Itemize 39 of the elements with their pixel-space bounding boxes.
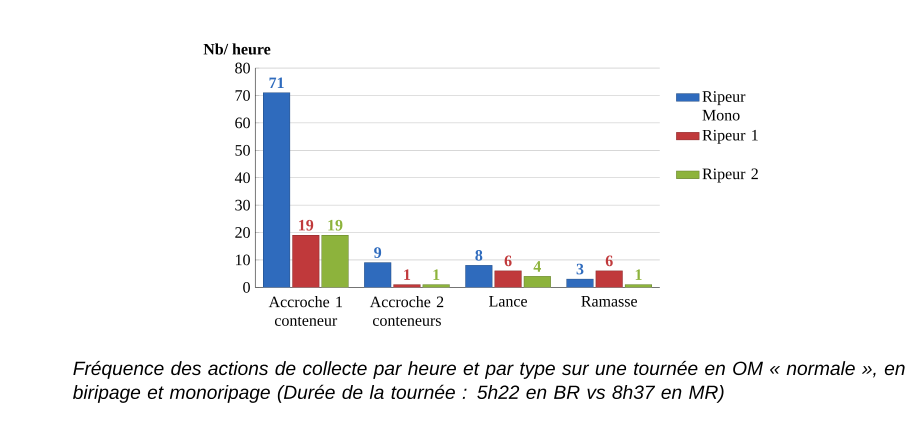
legend-label: Ripeur 2 xyxy=(702,168,758,182)
x-tick-label: Ramasse xyxy=(581,296,638,306)
bar xyxy=(465,265,492,288)
y-tick-label: 0 xyxy=(243,282,250,293)
y-tick-label: 50 xyxy=(236,144,250,156)
bar xyxy=(566,278,594,288)
x-tick-label: Accroche 1 conteneur xyxy=(268,296,342,326)
y-tick-label: 60 xyxy=(235,117,250,128)
bar xyxy=(524,276,551,288)
data-label: 71 xyxy=(270,77,284,88)
x-tick-label: Accroche 2 conteneurs xyxy=(370,296,444,326)
data-label: 9 xyxy=(374,247,382,258)
data-label: 1 xyxy=(636,269,642,280)
data-label: 1 xyxy=(404,269,410,280)
bar xyxy=(292,234,320,288)
y-tick-label: 20 xyxy=(235,226,250,238)
y-tick-label: 70 xyxy=(236,90,250,101)
data-label: 3 xyxy=(576,264,584,274)
data-label: 19 xyxy=(328,220,342,230)
y-tick-label: 40 xyxy=(234,172,250,183)
data-label: 4 xyxy=(534,261,541,272)
bar xyxy=(596,270,623,288)
legend-label: Ripeur 1 xyxy=(702,130,758,144)
data-label: 6 xyxy=(504,255,512,266)
y-tick-label: 30 xyxy=(235,200,250,210)
bar xyxy=(364,262,392,288)
data-label: 1 xyxy=(433,269,440,280)
data-label: 19 xyxy=(299,220,314,230)
y-tick-label: 80 xyxy=(235,62,250,74)
y-axis-title: Nb/ heure xyxy=(204,43,270,54)
bar xyxy=(494,270,522,288)
data-label: 6 xyxy=(606,255,613,266)
x-tick-label: Lance xyxy=(489,296,528,306)
bar xyxy=(263,92,290,288)
data-label: 8 xyxy=(475,250,482,261)
y-tick-label: 10 xyxy=(236,254,250,266)
text: Fréquence des actions de collecte par heure et par type sur une tournée en OM « normale », en biripage et monoripage (Durée de la tournée : 5h22 en BR vs 8h37 en MR) xyxy=(73,360,905,403)
bar xyxy=(321,234,349,288)
legend-label: Ripeur Mono xyxy=(702,91,746,120)
